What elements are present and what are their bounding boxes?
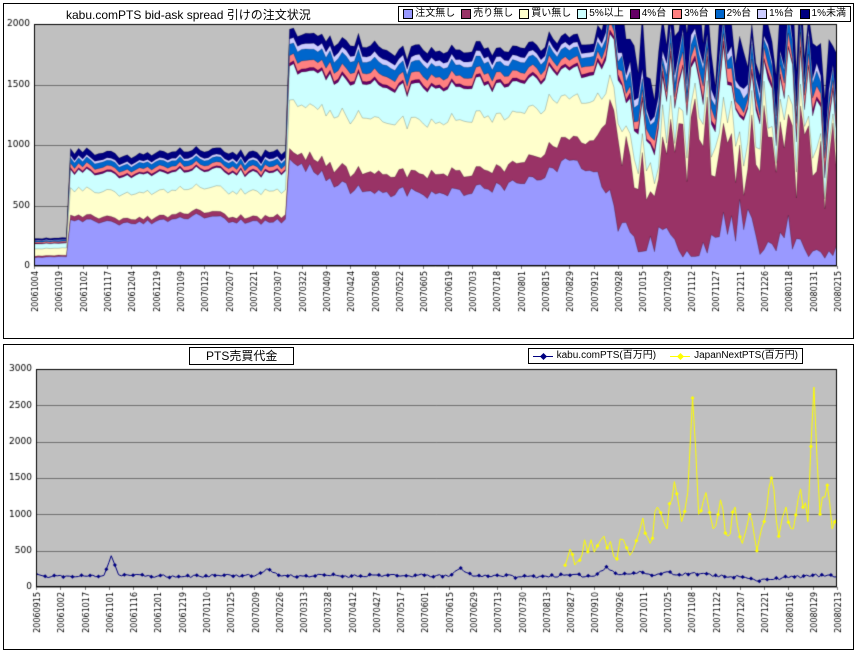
pts-turnover-chart-title: PTS売買代金	[189, 347, 295, 365]
legend-swatch-icon	[461, 9, 472, 19]
legend-swatch-icon	[403, 9, 414, 19]
pts-turnover-chart-panel: PTS売買代金 kabu.comPTS(百万円) JapanNextPTS(百万円…	[3, 344, 854, 650]
legend-item: 5%以上	[577, 8, 624, 20]
legend-line-marker-icon	[532, 352, 553, 360]
legend-swatch-icon	[577, 9, 588, 19]
legend-swatch-icon	[714, 9, 725, 19]
pts-turnover-plot-canvas	[4, 345, 853, 649]
legend-label: 3%台	[684, 8, 709, 19]
legend-item: 買い無し	[519, 8, 571, 20]
legend-item: 1%台	[757, 8, 794, 20]
legend-item: 2%台	[714, 8, 752, 20]
legend-swatch-icon	[757, 9, 768, 19]
bid-ask-chart-title: kabu.comPTS bid-ask spread 引けの注文状況	[66, 8, 311, 22]
legend-item: 4%台	[629, 8, 667, 20]
legend-label: JapanNextPTS(百万円)	[694, 350, 798, 361]
legend-item: 1%未満	[799, 8, 846, 20]
legend-label: 買い無し	[531, 8, 572, 19]
legend-label: 1%未満	[811, 8, 846, 19]
legend-item: 売り無し	[461, 8, 513, 20]
legend-item: kabu.comPTS(百万円)	[532, 350, 657, 362]
diamond-marker-icon	[677, 352, 685, 360]
legend-label: 注文無し	[415, 8, 456, 19]
legend-label: 2%台	[726, 8, 752, 19]
legend-label: 売り無し	[473, 8, 514, 19]
legend-line-marker-icon	[670, 352, 691, 360]
legend-item: JapanNextPTS(百万円)	[670, 350, 798, 362]
bid-ask-chart-legend: 注文無し 売り無し 買い無し 5%以上 4%台 3%台 2%台 1%台 1%未満	[398, 6, 851, 22]
legend-swatch-icon	[519, 9, 530, 19]
bid-ask-spread-chart-panel: kabu.comPTS bid-ask spread 引けの注文状況 注文無し 売…	[3, 3, 854, 339]
legend-item: 注文無し	[403, 8, 455, 20]
legend-swatch-icon	[672, 9, 683, 19]
legend-label: 1%台	[769, 8, 794, 19]
legend-item: 3%台	[672, 8, 709, 20]
legend-swatch-icon	[799, 9, 810, 19]
pts-turnover-chart-legend: kabu.comPTS(百万円) JapanNextPTS(百万円)	[527, 348, 803, 364]
legend-label: 4%台	[641, 8, 667, 19]
legend-label: kabu.comPTS(百万円)	[556, 350, 657, 361]
bid-ask-spread-plot-canvas	[4, 4, 853, 338]
legend-swatch-icon	[629, 9, 640, 19]
legend-label: 5%以上	[589, 8, 624, 19]
diamond-marker-icon	[539, 352, 547, 360]
